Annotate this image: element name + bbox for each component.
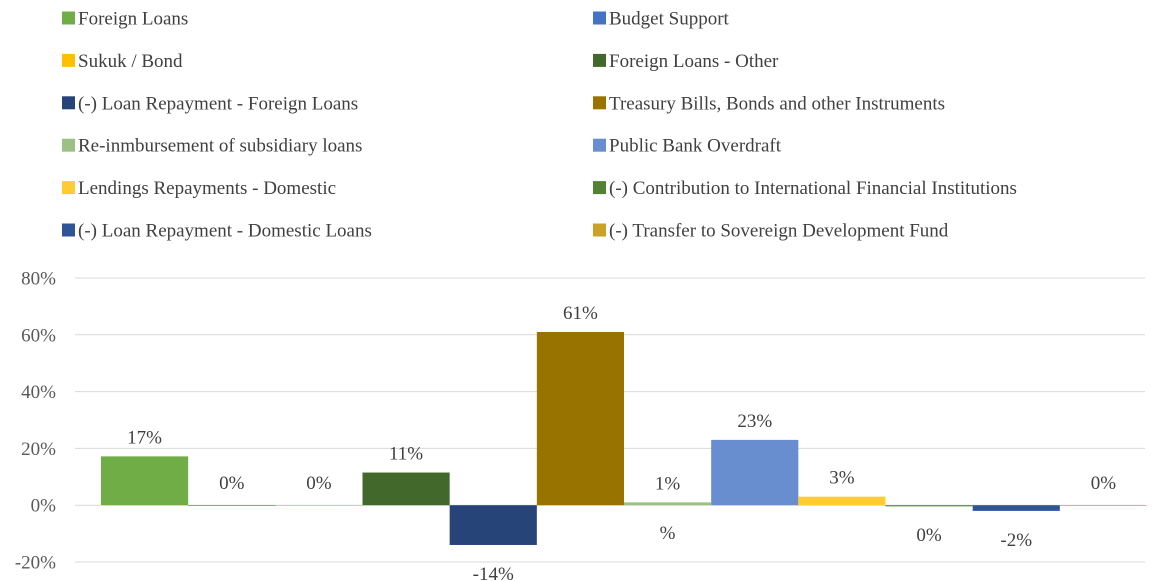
legend-label: (-) Loan Repayment - Domestic Loans: [78, 221, 372, 242]
legend-item: Lendings Repayments - Domestic: [62, 178, 336, 199]
data-label: %: [660, 523, 676, 544]
bar: [798, 497, 885, 506]
data-label: -14%: [473, 564, 514, 581]
legend-swatch: [62, 12, 75, 25]
data-label: 3%: [829, 468, 855, 489]
legend-label: Budget Support: [609, 9, 730, 30]
legend-label: Lendings Repayments - Domestic: [78, 178, 336, 199]
bar: [886, 505, 973, 506]
y-tick-label: 80%: [21, 269, 56, 290]
legend-swatch: [593, 96, 606, 109]
y-tick-label: 40%: [21, 382, 56, 403]
bar: [275, 505, 362, 506]
data-label: 1%: [655, 473, 681, 494]
legend-label: Sukuk / Bond: [78, 51, 183, 72]
data-label: 0%: [916, 525, 942, 546]
legend-swatch: [62, 224, 75, 237]
legend-item: (-) Contribution to International Financ…: [593, 178, 1017, 199]
legend-item: Foreign Loans - Other: [593, 51, 779, 72]
legend-label: Treasury Bills, Bonds and other Instrume…: [609, 93, 945, 114]
bar: [363, 473, 450, 506]
bar: [537, 332, 624, 505]
bars: [101, 332, 1147, 545]
y-axis: -20% 0% 20% 40% 60% 80%: [15, 269, 56, 574]
bar: [711, 440, 798, 505]
legend-label: (-) Contribution to International Financ…: [609, 178, 1017, 199]
legend-item: (-) Loan Repayment - Foreign Loans: [62, 93, 358, 114]
legend-label: (-) Transfer to Sovereign Development Fu…: [609, 221, 949, 242]
bar: [624, 502, 711, 505]
bar: [1060, 505, 1147, 506]
legend-swatch: [62, 54, 75, 67]
legend-swatch: [62, 96, 75, 109]
data-label: 11%: [389, 444, 423, 465]
bar: [101, 456, 188, 505]
data-label: 0%: [219, 473, 245, 494]
data-label: 61%: [563, 303, 598, 324]
legend-swatch: [593, 224, 606, 237]
legend-item: Budget Support: [593, 9, 730, 30]
bar: [450, 505, 537, 545]
legend-swatch: [593, 139, 606, 152]
legend-item: Treasury Bills, Bonds and other Instrume…: [593, 93, 945, 114]
data-label: -2%: [1000, 530, 1032, 551]
legend-label: (-) Loan Repayment - Foreign Loans: [78, 93, 358, 114]
legend-item: Public Bank Overdraft: [593, 136, 782, 157]
bar: [973, 505, 1060, 511]
legend-swatch: [62, 139, 75, 152]
data-label: 17%: [127, 427, 162, 448]
legend-item: Re-inmbursement of subsidiary loans: [62, 136, 362, 157]
legend-swatch: [593, 181, 606, 194]
data-label: 23%: [737, 411, 772, 432]
legend-swatch: [593, 12, 606, 25]
legend-item: (-) Loan Repayment - Domestic Loans: [62, 221, 372, 242]
y-tick-label: -20%: [15, 553, 56, 574]
data-label: 0%: [1091, 473, 1117, 494]
bar: [188, 505, 275, 506]
legend-item: Sukuk / Bond: [62, 51, 183, 72]
y-tick-label: 0%: [31, 496, 57, 517]
legend-item: Foreign Loans: [62, 9, 188, 30]
data-label: 0%: [306, 473, 332, 494]
y-tick-label: 20%: [21, 439, 56, 460]
legend: Foreign Loans Budget Support Sukuk / Bond F…: [62, 9, 1017, 242]
legend-swatch: [593, 54, 606, 67]
legend-swatch: [62, 181, 75, 194]
legend-label: Re-inmbursement of subsidiary loans: [78, 136, 362, 157]
y-tick-label: 60%: [21, 325, 56, 346]
legend-label: Public Bank Overdraft: [609, 136, 782, 157]
legend-label: Foreign Loans - Other: [609, 51, 779, 72]
legend-item: (-) Transfer to Sovereign Development Fu…: [593, 221, 949, 242]
legend-label: Foreign Loans: [78, 9, 188, 30]
